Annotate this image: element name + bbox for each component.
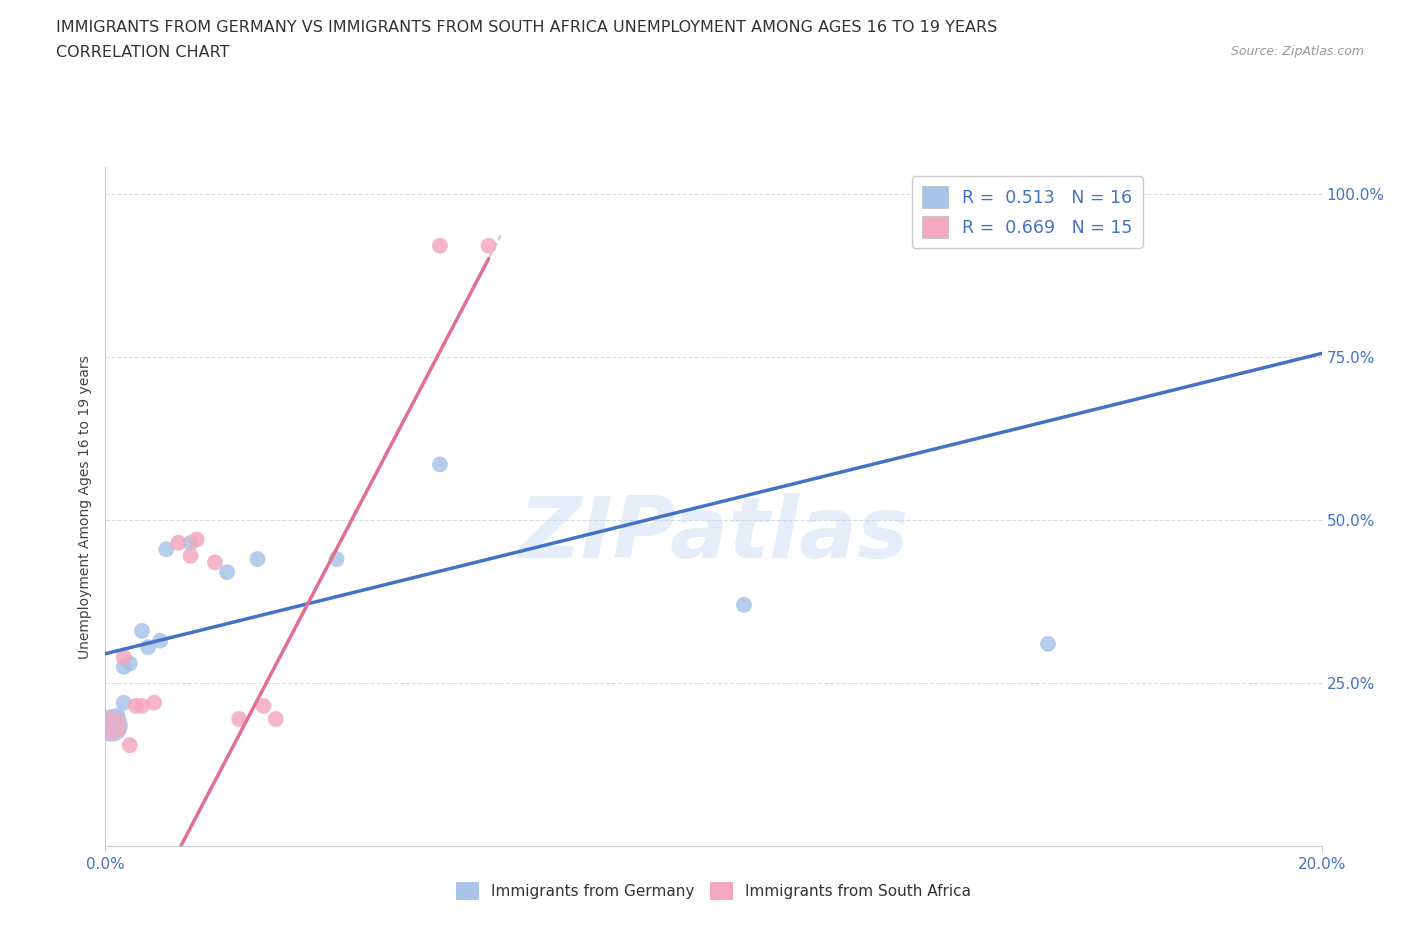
Point xyxy=(228,711,250,726)
Point xyxy=(180,549,202,564)
Point xyxy=(112,649,135,664)
Point xyxy=(100,718,122,733)
Point xyxy=(118,656,141,671)
Point xyxy=(252,698,274,713)
Point xyxy=(155,542,177,557)
Point xyxy=(112,659,135,674)
Point xyxy=(477,238,499,253)
Point xyxy=(429,457,451,472)
Point xyxy=(246,551,269,566)
Point xyxy=(131,698,153,713)
Point xyxy=(143,696,166,711)
Text: ZIPatlas: ZIPatlas xyxy=(519,493,908,576)
Point xyxy=(125,698,148,713)
Point xyxy=(429,238,451,253)
Legend: Immigrants from Germany, Immigrants from South Africa: Immigrants from Germany, Immigrants from… xyxy=(450,876,977,907)
Point xyxy=(264,711,287,726)
Point xyxy=(325,551,347,566)
Point xyxy=(180,536,202,551)
Point xyxy=(217,565,239,579)
Point xyxy=(100,718,122,733)
Point xyxy=(149,633,172,648)
Point xyxy=(167,536,190,551)
Point xyxy=(204,555,226,570)
Y-axis label: Unemployment Among Ages 16 to 19 years: Unemployment Among Ages 16 to 19 years xyxy=(77,355,91,658)
Point xyxy=(131,623,153,638)
Point xyxy=(136,640,159,655)
Point xyxy=(112,696,135,711)
Point xyxy=(1036,636,1059,651)
Point xyxy=(733,597,755,612)
Point xyxy=(107,709,129,724)
Point xyxy=(186,532,208,547)
Text: CORRELATION CHART: CORRELATION CHART xyxy=(56,45,229,60)
Point xyxy=(100,718,122,733)
Point xyxy=(100,718,122,733)
Point xyxy=(118,737,141,752)
Text: IMMIGRANTS FROM GERMANY VS IMMIGRANTS FROM SOUTH AFRICA UNEMPLOYMENT AMONG AGES : IMMIGRANTS FROM GERMANY VS IMMIGRANTS FR… xyxy=(56,20,997,35)
Text: Source: ZipAtlas.com: Source: ZipAtlas.com xyxy=(1230,45,1364,58)
